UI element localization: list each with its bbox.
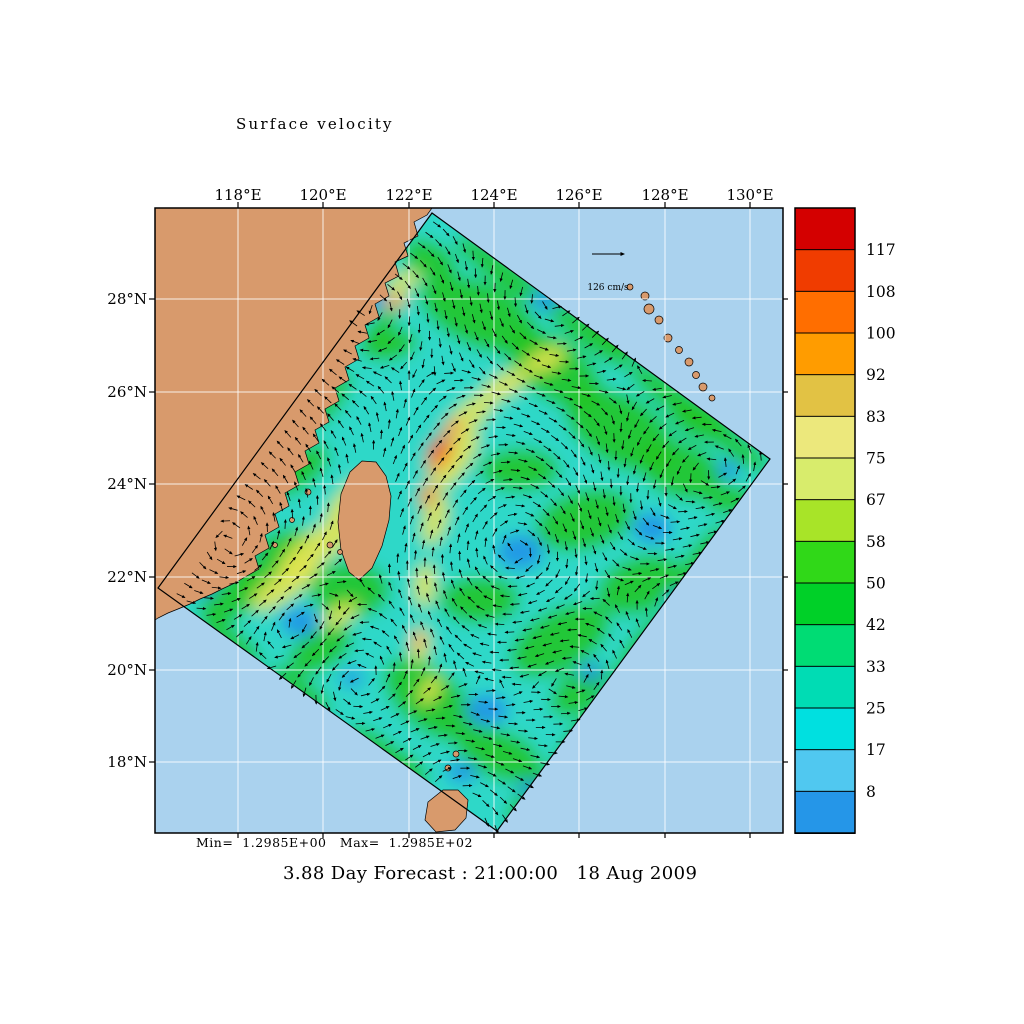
small-island bbox=[663, 333, 673, 343]
colorbar-label: 25 bbox=[866, 700, 886, 718]
reference-vector-label: 126 cm/s bbox=[587, 283, 629, 293]
colorbar-segment bbox=[794, 540, 856, 584]
vector-arrows bbox=[176, 221, 763, 833]
colorbar-segment bbox=[794, 457, 856, 501]
y-tick-label: 22°N bbox=[107, 568, 147, 586]
colorbar-label: 33 bbox=[866, 658, 886, 676]
colorbar-label: 50 bbox=[866, 575, 886, 593]
y-tick-label: 20°N bbox=[107, 661, 147, 679]
small-island bbox=[643, 303, 655, 315]
colorbar-label: 67 bbox=[866, 491, 886, 509]
colorbar bbox=[794, 207, 856, 834]
colorbar-segment bbox=[794, 499, 856, 543]
land-china bbox=[155, 208, 433, 621]
colorbar-segment bbox=[794, 665, 856, 709]
small-island bbox=[640, 291, 650, 301]
colorbar-segment bbox=[794, 582, 856, 626]
colorbar-label: 83 bbox=[866, 408, 886, 426]
small-island bbox=[326, 541, 334, 549]
colorbar-border bbox=[794, 207, 856, 834]
colorbar-segment bbox=[794, 624, 856, 668]
small-island bbox=[692, 371, 700, 379]
small-island bbox=[452, 750, 460, 758]
colorbar-segment bbox=[794, 249, 856, 293]
small-island bbox=[289, 517, 295, 523]
colorbar-segment bbox=[794, 290, 856, 335]
plot-title: Surface velocity bbox=[236, 115, 394, 133]
colorbar-label: 8 bbox=[866, 783, 876, 801]
colorbar-segment bbox=[794, 415, 856, 460]
colorbar-label: 117 bbox=[866, 241, 896, 259]
small-island bbox=[272, 542, 278, 548]
colorbar-label: 17 bbox=[866, 741, 886, 759]
axis-ticks bbox=[149, 202, 788, 838]
y-tick-label: 28°N bbox=[107, 290, 147, 308]
small-island bbox=[654, 315, 664, 325]
x-tick-label: 118°E bbox=[214, 186, 261, 204]
y-tick-label: 18°N bbox=[107, 753, 147, 771]
colorbar-segment bbox=[794, 207, 856, 251]
colorbar-label: 108 bbox=[866, 283, 896, 301]
x-tick-label: 126°E bbox=[555, 186, 602, 204]
colorbar-label: 58 bbox=[866, 533, 886, 551]
colorbar-label: 42 bbox=[866, 616, 886, 634]
land-luzon bbox=[424, 789, 469, 833]
colorbar-segment bbox=[794, 707, 856, 751]
minmax-label: Min= 1.2985E+00 Max= 1.2985E+02 bbox=[196, 835, 473, 850]
colorbar-label: 100 bbox=[866, 325, 896, 343]
x-tick-label: 130°E bbox=[726, 186, 773, 204]
colorbar-label: 75 bbox=[866, 450, 886, 468]
colorbar-label: 92 bbox=[866, 366, 886, 384]
x-tick-label: 124°E bbox=[470, 186, 517, 204]
x-tick-label: 120°E bbox=[299, 186, 346, 204]
small-island bbox=[675, 346, 683, 354]
colorbar-segment bbox=[794, 374, 856, 418]
small-island bbox=[708, 394, 716, 402]
land-masses bbox=[155, 208, 716, 833]
y-tick-label: 26°N bbox=[107, 383, 147, 401]
y-tick-label: 24°N bbox=[107, 475, 147, 493]
colorbar-segment bbox=[794, 332, 856, 376]
x-tick-label: 128°E bbox=[641, 186, 688, 204]
small-island bbox=[626, 283, 634, 291]
small-island bbox=[684, 357, 694, 367]
colorbar-segment bbox=[794, 790, 856, 834]
forecast-caption: 3.88 Day Forecast : 21:00:00 18 Aug 2009 bbox=[283, 863, 697, 884]
x-tick-label: 122°E bbox=[385, 186, 432, 204]
map-frame bbox=[154, 207, 784, 834]
colorbar-segment bbox=[794, 749, 856, 793]
small-island bbox=[337, 549, 343, 555]
small-island bbox=[698, 382, 708, 392]
island-taiwan bbox=[337, 460, 392, 581]
